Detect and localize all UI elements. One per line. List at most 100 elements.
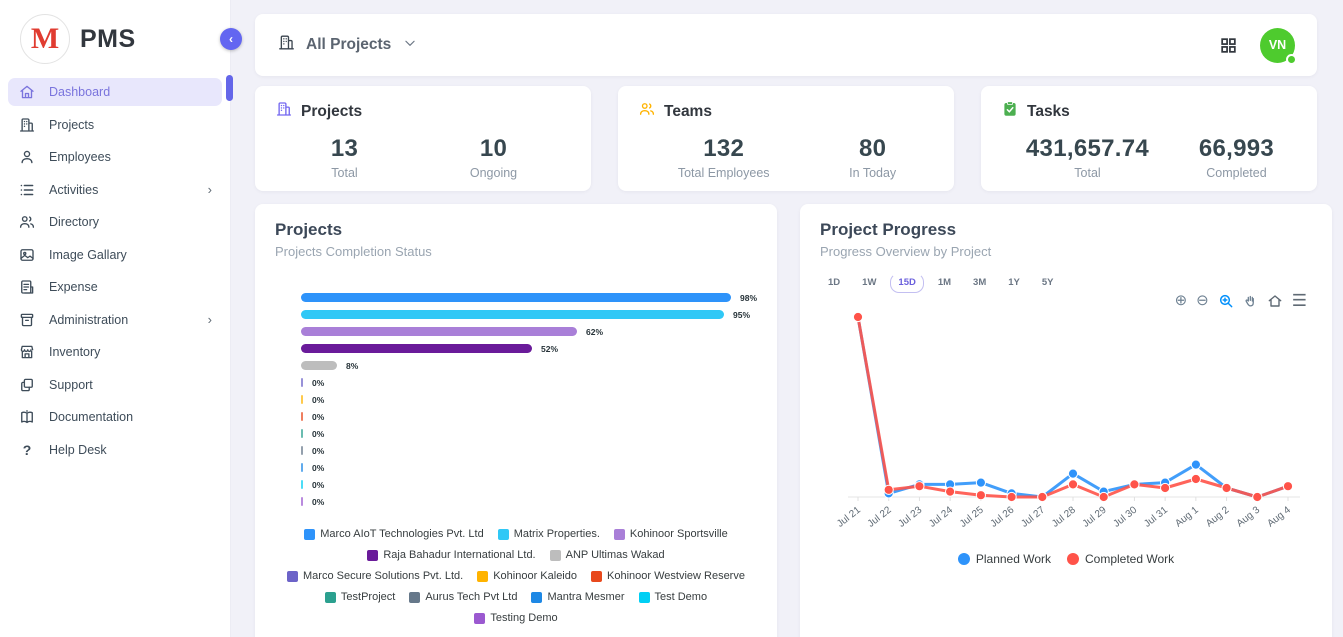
legend-swatch [477, 570, 489, 582]
legend-item[interactable]: Kohinoor Kaleido [477, 570, 577, 582]
zoom-out-icon[interactable]: ⊖ [1196, 292, 1209, 309]
bar-5 [301, 361, 337, 370]
list-icon [18, 181, 36, 199]
sidebar-item-label: Projects [49, 117, 95, 132]
x-axis-label: Jul 21 [835, 504, 863, 529]
x-axis-label: Jul 25 [958, 504, 986, 529]
x-axis-label: Jul 31 [1142, 504, 1170, 529]
bar-value-label: 8% [346, 360, 359, 371]
legend-label: Completed Work [1085, 552, 1175, 566]
bar-value-label: 52% [541, 343, 559, 354]
topbar: All Projects VN [255, 14, 1317, 76]
sidebar-item-image-gallary[interactable]: Image Gallary [8, 241, 222, 269]
completion-chart-legend: Marco AIoT Technologies Pvt. Ltd Matrix P… [282, 528, 750, 624]
sidebar-item-documentation[interactable]: Documentation [8, 403, 222, 431]
pan-icon[interactable] [1243, 293, 1258, 309]
bar-11 [301, 463, 303, 472]
stat-metric: 80 In Today [849, 135, 896, 180]
data-point [1067, 479, 1079, 490]
range-button-3m[interactable]: 3M [973, 277, 987, 288]
sidebar-item-label: Image Gallary [49, 247, 127, 262]
x-axis-label: Aug 1 [1173, 504, 1201, 529]
range-button-1d[interactable]: 1D [828, 277, 841, 288]
legend-item[interactable]: Testing Demo [474, 612, 558, 624]
bar-7 [301, 395, 303, 404]
x-axis-label: Jul 27 [1019, 504, 1047, 529]
completion-bar-row: 0% [301, 425, 757, 442]
sidebar-item-label: Activities [49, 182, 99, 197]
x-axis-label: Jul 26 [989, 504, 1017, 529]
apps-grid-icon[interactable] [1219, 36, 1238, 55]
sidebar-item-dashboard[interactable]: Dashboard [8, 78, 222, 106]
legend-label: TestProject [340, 591, 396, 603]
range-button-1m[interactable]: 1M [937, 277, 952, 288]
x-axis-label: Aug 4 [1265, 504, 1293, 529]
range-button-5y[interactable]: 5Y [1041, 277, 1054, 288]
zoom-in-icon[interactable]: ⊕ [1174, 292, 1188, 309]
completion-bar-row: 0% [301, 408, 757, 425]
legend-item[interactable]: Matrix Properties. [497, 528, 600, 540]
bar-8 [301, 412, 303, 421]
completion-bar-row: 0% [301, 391, 757, 408]
sidebar-item-projects[interactable]: Projects [8, 111, 222, 139]
legend-item[interactable]: Mantra Mesmer [531, 591, 625, 603]
stat-card-teams: Teams 132 Total Employees 80 In Today [618, 86, 954, 191]
stat-metric-label: Total [331, 166, 358, 180]
selection-zoom-icon[interactable] [1218, 293, 1234, 309]
legend-swatch [591, 570, 602, 582]
stat-card-title: Projects [301, 102, 363, 120]
legend-item[interactable]: Marco Secure Solutions Pvt. Ltd. [287, 570, 463, 582]
stat-metric: 66,993 Completed [1199, 135, 1274, 180]
x-axis-label: Aug 3 [1235, 504, 1263, 529]
sidebar-item-support[interactable]: Support [8, 371, 222, 399]
legend-item[interactable]: ANP Ultimas Wakad [549, 549, 665, 561]
sidebar-item-help-desk[interactable]: ? Help Desk [8, 436, 222, 464]
legend-item-planned-work[interactable]: Planned Work [957, 552, 1051, 566]
legend-swatch [324, 591, 336, 603]
menu-icon[interactable]: ☰ [1291, 291, 1307, 310]
sidebar-item-inventory[interactable]: Inventory [8, 338, 222, 366]
legend-swatch [613, 528, 625, 540]
data-point [1190, 459, 1201, 470]
stat-metric-value: 10 [479, 135, 508, 162]
receipt-icon [18, 278, 36, 296]
building-icon [18, 116, 36, 134]
legend-item[interactable]: TestProject [324, 591, 396, 603]
stat-metric-value: 66,993 [1198, 135, 1275, 162]
legend-item-completed-work[interactable]: Completed Work [1067, 552, 1174, 566]
reset-home-icon[interactable] [1267, 293, 1283, 309]
sidebar-item-administration[interactable]: Administration › [8, 306, 222, 334]
legend-label: Planned Work [975, 552, 1051, 566]
completion-bar-row: 52% [301, 340, 757, 357]
legend-swatch [409, 591, 421, 603]
sidebar-collapse-button[interactable]: ‹ [220, 28, 242, 50]
sidebar-item-expense[interactable]: Expense [8, 273, 222, 301]
data-point [975, 477, 986, 488]
progress-line-chart[interactable]: Jul 21 Jul 22 Jul 23 Jul 24 Jul 25 Jul 26 Jul … [834, 307, 1312, 550]
legend-swatch [367, 549, 379, 561]
sidebar-item-label: Documentation [49, 410, 134, 424]
range-button-1w[interactable]: 1W [862, 277, 877, 288]
bar-value-label: 0% [312, 377, 325, 388]
sidebar-item-employees[interactable]: Employees [8, 143, 222, 171]
x-axis-label: Jul 28 [1050, 504, 1078, 529]
stat-metric-value: 13 [330, 135, 359, 162]
range-button-1y[interactable]: 1Y [1008, 277, 1020, 288]
legend-item[interactable]: Kohinoor Sportsville [613, 528, 728, 540]
chevron-down-icon [403, 36, 417, 55]
legend-item[interactable]: Kohinoor Westview Reserve [591, 570, 745, 582]
legend-item[interactable]: Raja Bahadur International Ltd. [367, 549, 536, 561]
legend-item[interactable]: Aurus Tech Pvt Ltd [409, 591, 517, 603]
sidebar-item-activities[interactable]: Activities › [8, 176, 222, 204]
project-scope-selector[interactable]: All Projects [277, 33, 417, 57]
data-point [1160, 482, 1171, 494]
chevron-right-icon: › [207, 182, 212, 197]
legend-item[interactable]: Marco AIoT Technologies Pvt. Ltd [304, 528, 484, 540]
legend-item[interactable]: Test Demo [638, 591, 707, 603]
chevron-right-icon: › [207, 312, 212, 327]
brand-name: PMS [80, 24, 136, 53]
range-button-15d[interactable]: 15D [890, 273, 924, 293]
legend-label: Kohinoor Sportsville [629, 528, 728, 540]
sidebar-item-directory[interactable]: Directory [8, 208, 222, 236]
user-avatar[interactable]: VN [1260, 27, 1297, 65]
